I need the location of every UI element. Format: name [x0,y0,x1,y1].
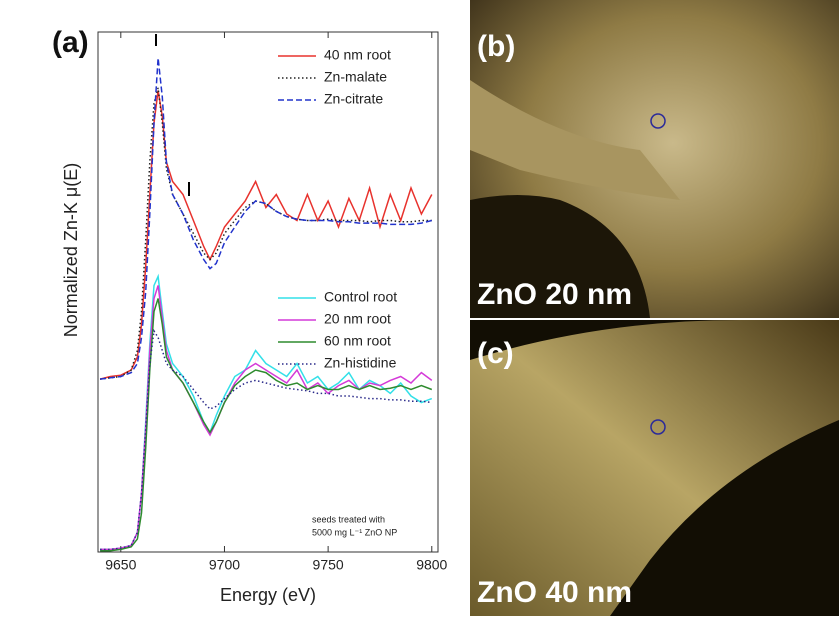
image-caption: ZnO 40 nm [477,576,632,609]
x-tick-label: 9800 [416,557,447,573]
legend-label: Zn-malate [324,69,387,85]
legend-label: Control root [324,289,397,305]
x-tick-label: 9700 [209,557,240,573]
panel-label: (c) [477,337,514,370]
legend-label: 40 nm root [324,47,391,63]
legend-label: 60 nm root [324,333,391,349]
micrograph-b: (b) ZnO 20 nm [470,0,839,318]
y-axis-label: Normalized Zn-K μ(E) [61,163,81,337]
panel-label: (a) [52,26,89,59]
x-tick-label: 9650 [105,557,136,573]
x-axis-label: Energy (eV) [220,585,316,605]
legend-label: Zn-citrate [324,91,383,107]
annotation: 5000 mg L⁻¹ ZnO NP [312,527,397,537]
x-tick-label: 9750 [313,557,344,573]
figure: (b) ZnO 20 nm (c) ZnO 40 nm (a) Energy (… [0,0,839,616]
legend-label: Zn-histidine [324,355,397,371]
panel-label: (b) [477,30,515,63]
micrograph-c: (c) ZnO 40 nm [470,320,839,616]
image-caption: ZnO 20 nm [477,278,632,311]
annotation: seeds treated with [312,514,385,524]
legend-label: 20 nm root [324,311,391,327]
